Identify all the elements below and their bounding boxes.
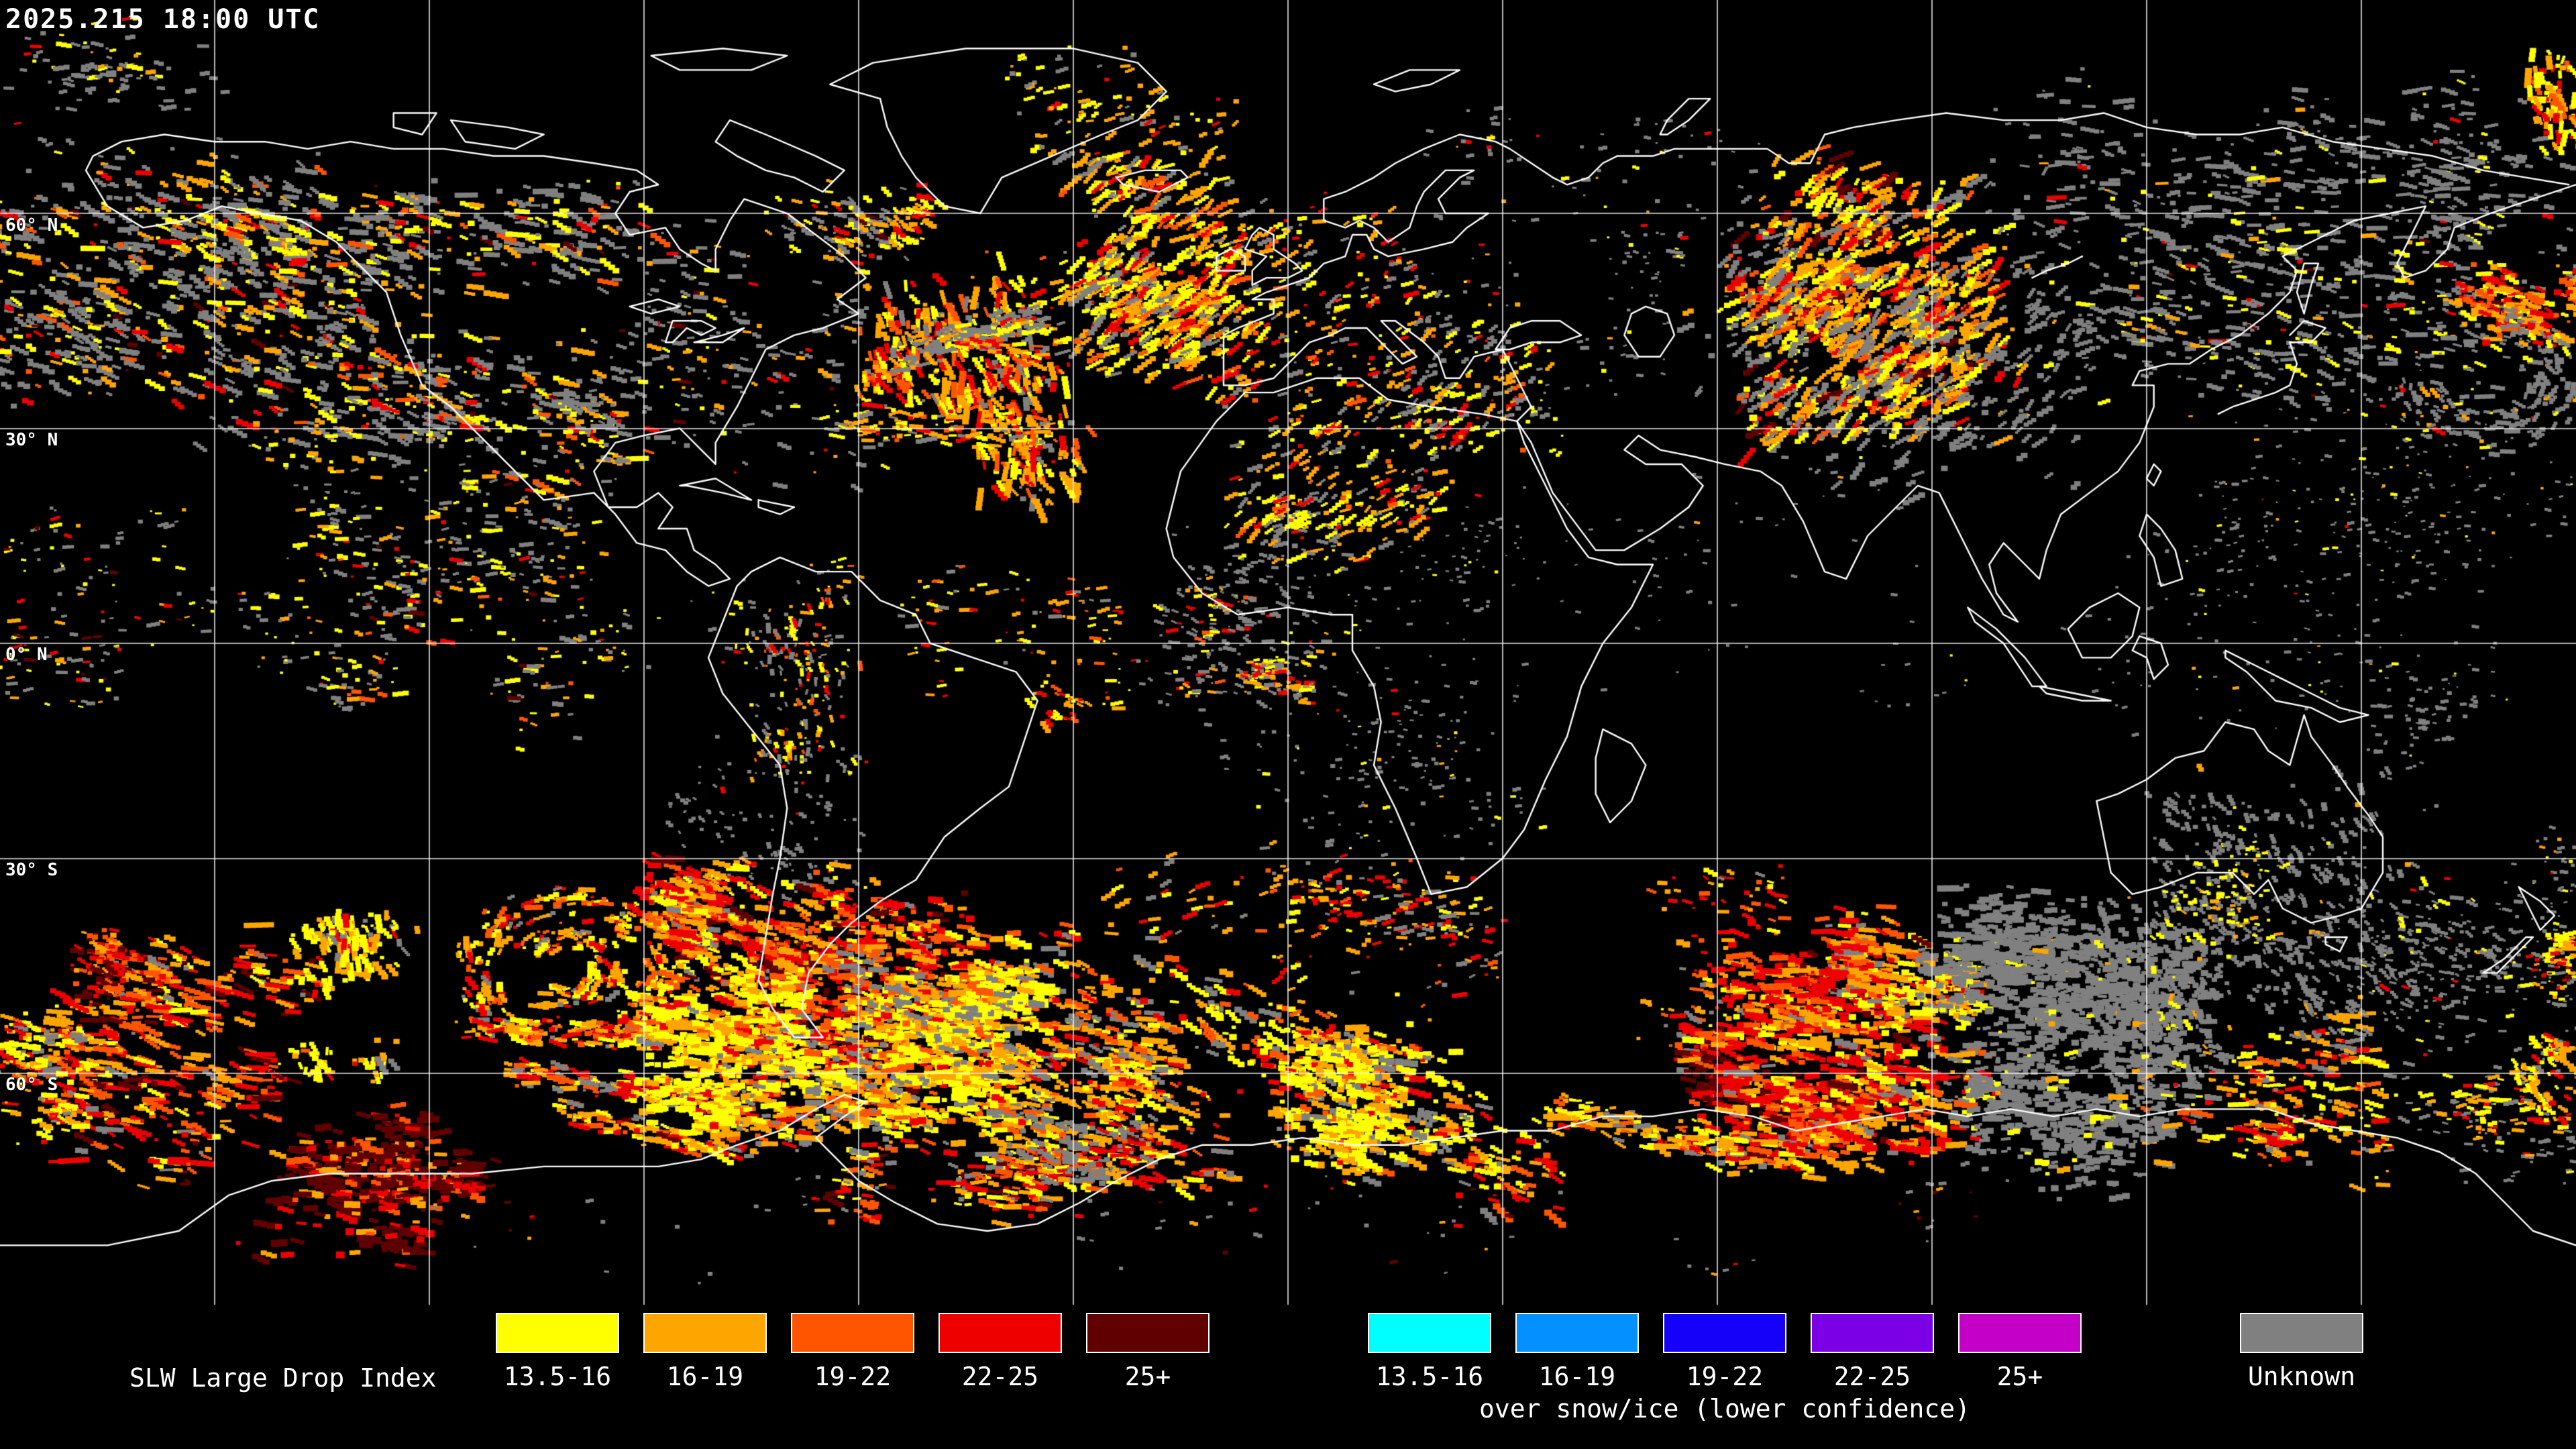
legend-label-unknown: Unknown bbox=[2247, 1362, 2356, 1391]
legend-swatch-unknown bbox=[2240, 1313, 2363, 1353]
lat-label-60n: 60° N bbox=[5, 215, 58, 235]
legend-label-16-19: 16-19 bbox=[666, 1362, 744, 1391]
legend-label-13.5-16: 13.5-16 bbox=[503, 1362, 612, 1391]
legend-label-snow-16-19: 16-19 bbox=[1538, 1362, 1616, 1391]
legend-swatch-16-19 bbox=[643, 1313, 767, 1353]
lat-label-60s: 60° S bbox=[5, 1075, 58, 1095]
legend-swatch-snow-22-25 bbox=[1811, 1313, 1934, 1353]
timestamp: 2025.215 18:00 UTC bbox=[5, 4, 321, 35]
legend-swatch-19-22 bbox=[791, 1313, 914, 1353]
legend-label-snow-22-25: 22-25 bbox=[1833, 1362, 1911, 1391]
lat-label-30n: 30° N bbox=[5, 430, 58, 450]
legend-title: SLW Large Drop Index bbox=[129, 1363, 437, 1393]
legend-label-snow-25plus: 25+ bbox=[1996, 1362, 2043, 1391]
legend-swatch-22-25 bbox=[938, 1313, 1062, 1353]
legend-swatch-snow-25plus bbox=[1958, 1313, 2082, 1353]
legend-label-22-25: 22-25 bbox=[961, 1362, 1039, 1391]
legend-label-25plus: 25+ bbox=[1124, 1362, 1171, 1391]
legend-swatch-snow-19-22 bbox=[1663, 1313, 1786, 1353]
lat-label-0n: 0° N bbox=[5, 645, 48, 665]
lat-label-30s: 30° S bbox=[5, 860, 58, 880]
legend-label-snow-19-22: 19-22 bbox=[1686, 1362, 1764, 1391]
legend-subtitle-snow-ice: over snow/ice (lower confidence) bbox=[1479, 1394, 1971, 1424]
legend-label-snow-13.5-16: 13.5-16 bbox=[1375, 1362, 1484, 1391]
legend-swatch-snow-13.5-16 bbox=[1368, 1313, 1491, 1353]
legend-label-19-22: 19-22 bbox=[814, 1362, 892, 1391]
legend-swatch-snow-16-19 bbox=[1515, 1313, 1639, 1353]
legend-swatch-25plus bbox=[1086, 1313, 1210, 1353]
legend-swatch-13.5-16 bbox=[496, 1313, 619, 1353]
